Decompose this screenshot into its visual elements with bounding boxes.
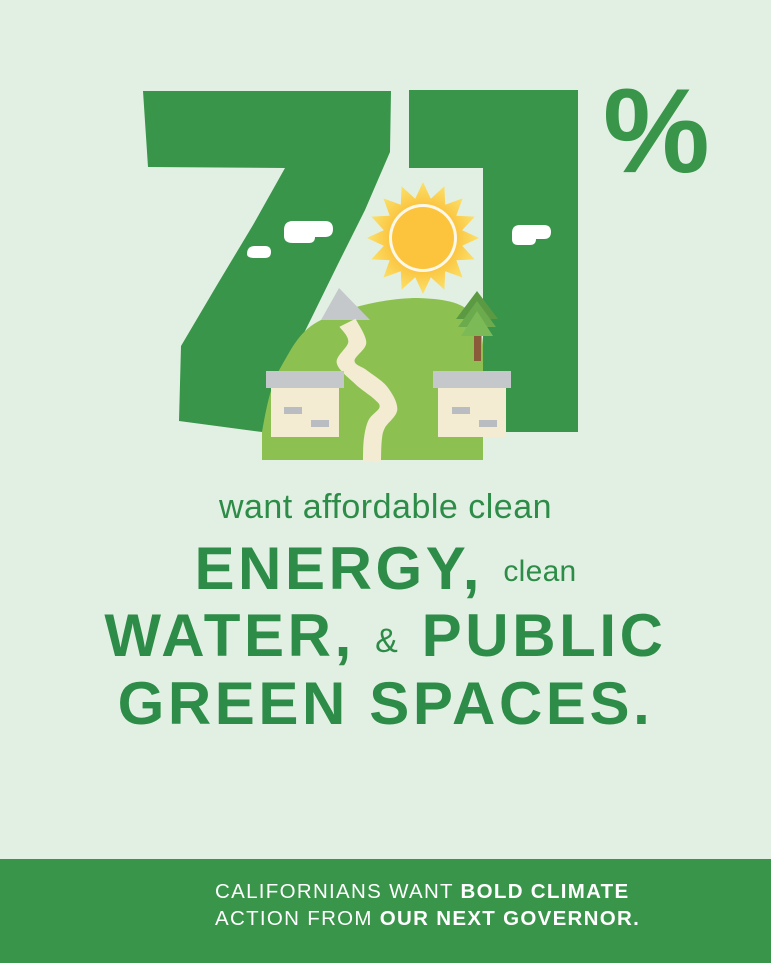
svg-text:%: % [603, 64, 710, 198]
